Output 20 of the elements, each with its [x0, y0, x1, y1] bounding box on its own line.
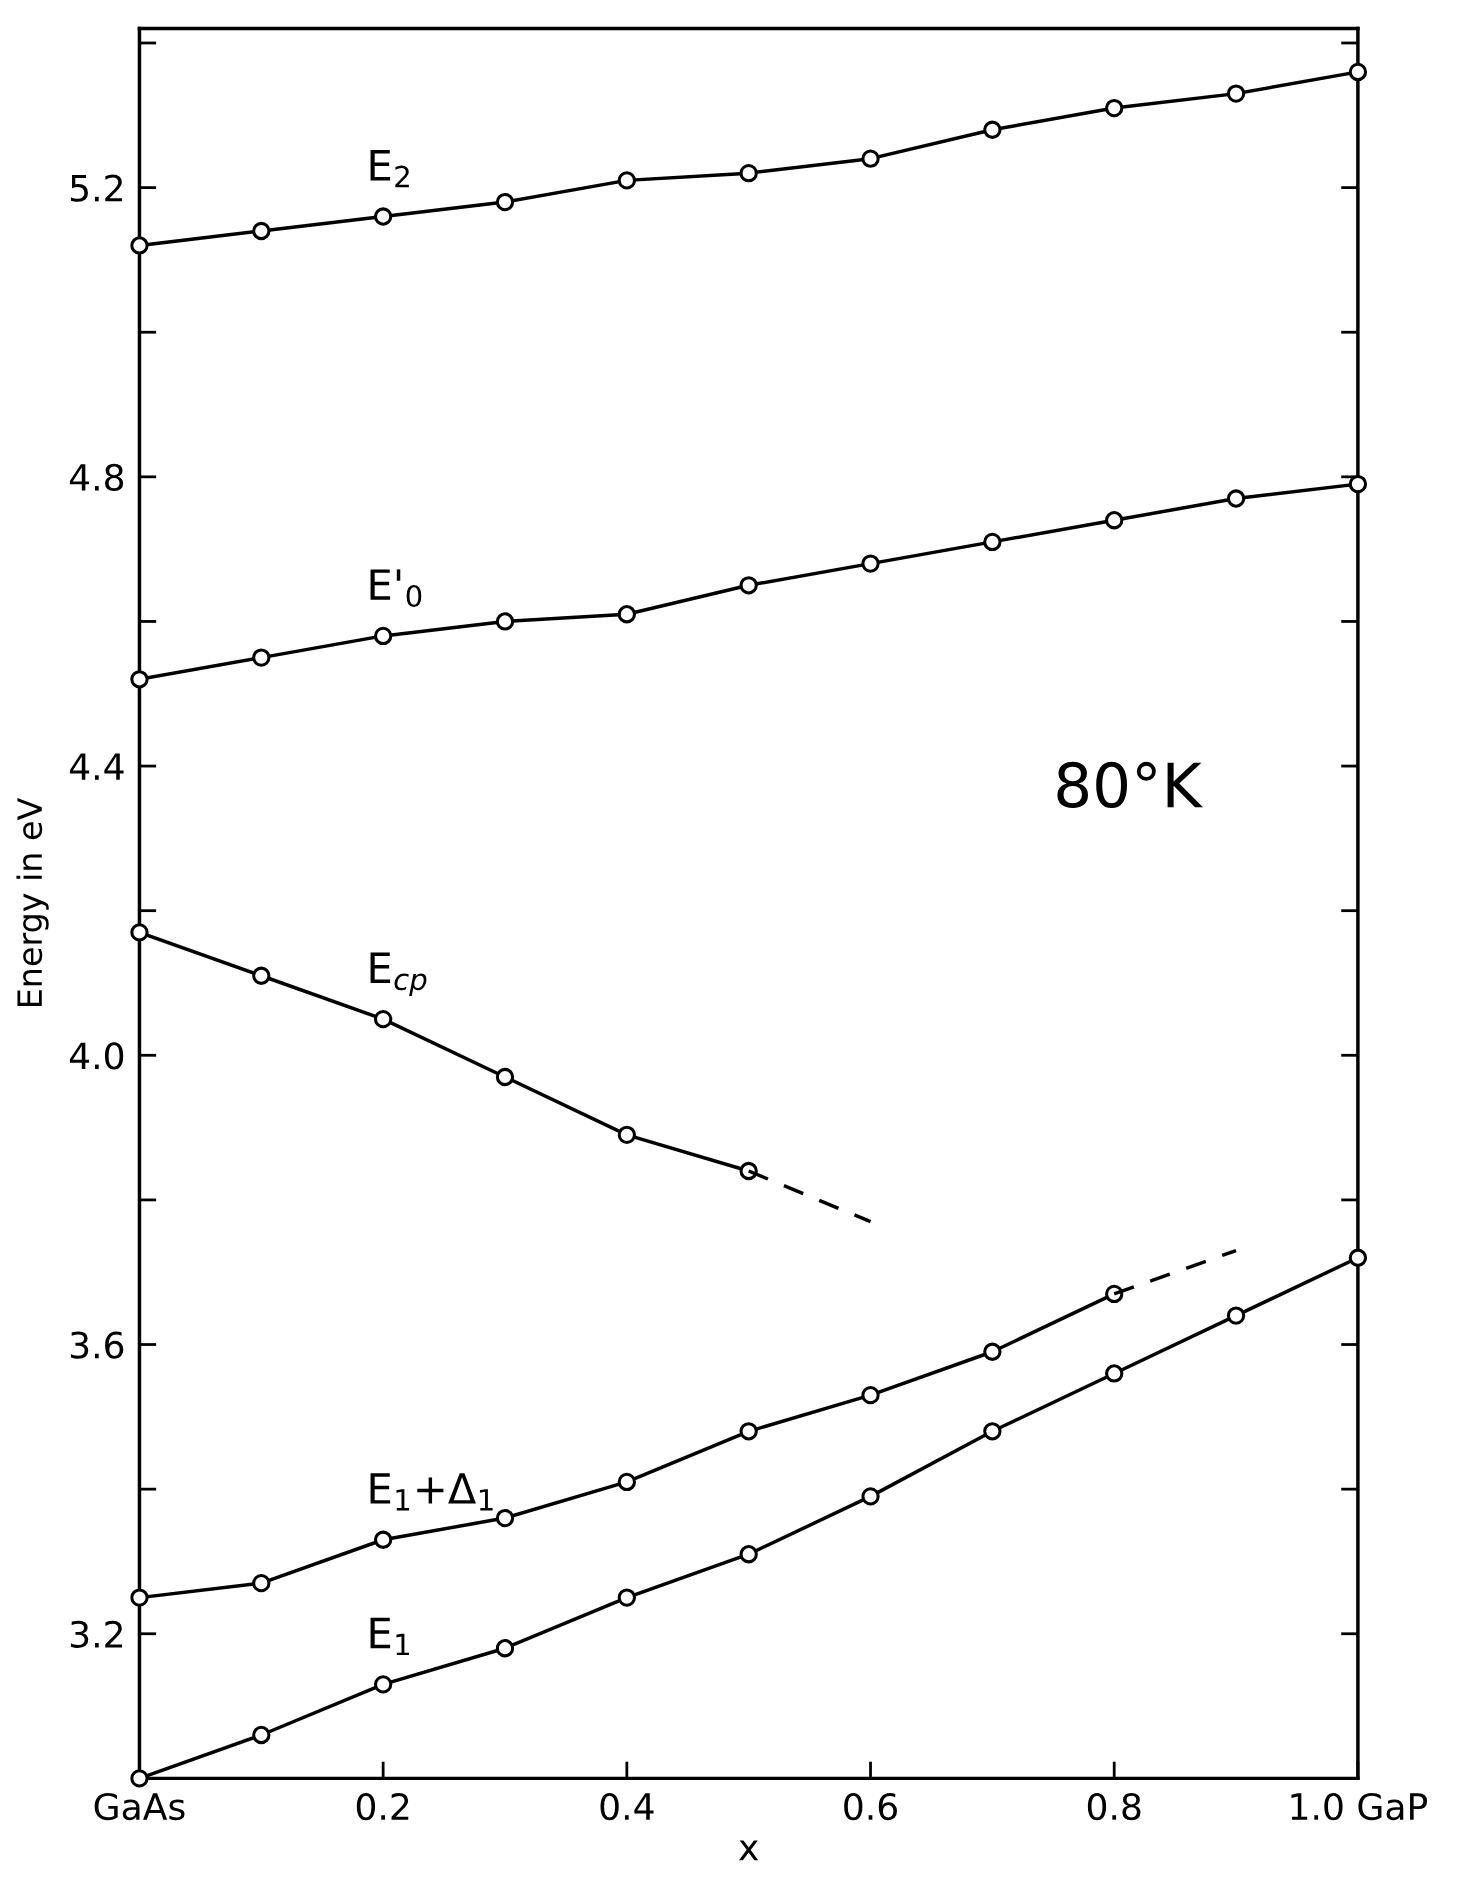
y-axis-title: Energy in eV [16, 797, 49, 1006]
series-label: E$_{1}$ [370, 1617, 410, 1656]
x-tick-label: 0.2 [356, 1792, 409, 1821]
series-label: E$_{2}$ [370, 150, 409, 188]
x-tick-label: 0.4 [600, 1792, 654, 1821]
y-tick-label: 4.4 [69, 753, 124, 780]
annotation: 80°K [1057, 761, 1203, 809]
y-tick-label: 5.2 [70, 174, 122, 202]
x-tick-label: 1.0 GaP [1291, 1792, 1428, 1821]
x-tick-label: 0.8 [1087, 1792, 1141, 1821]
y-tick-label: 4.8 [69, 463, 124, 492]
y-tick-label: 3.2 [70, 1620, 122, 1648]
series-label: E$_{1}$+Δ$_{1}$ [370, 1473, 493, 1511]
x-axis-title: x [739, 1840, 759, 1861]
x-tick-label: 0.6 [844, 1792, 897, 1821]
series-label: E'$_{0}$ [370, 569, 422, 608]
y-tick-label: 4.0 [69, 1042, 124, 1070]
series-label: E$_{cp}$ [370, 952, 427, 996]
y-tick-label: 3.6 [70, 1331, 124, 1359]
x-tick-label: GaAs [94, 1792, 185, 1821]
